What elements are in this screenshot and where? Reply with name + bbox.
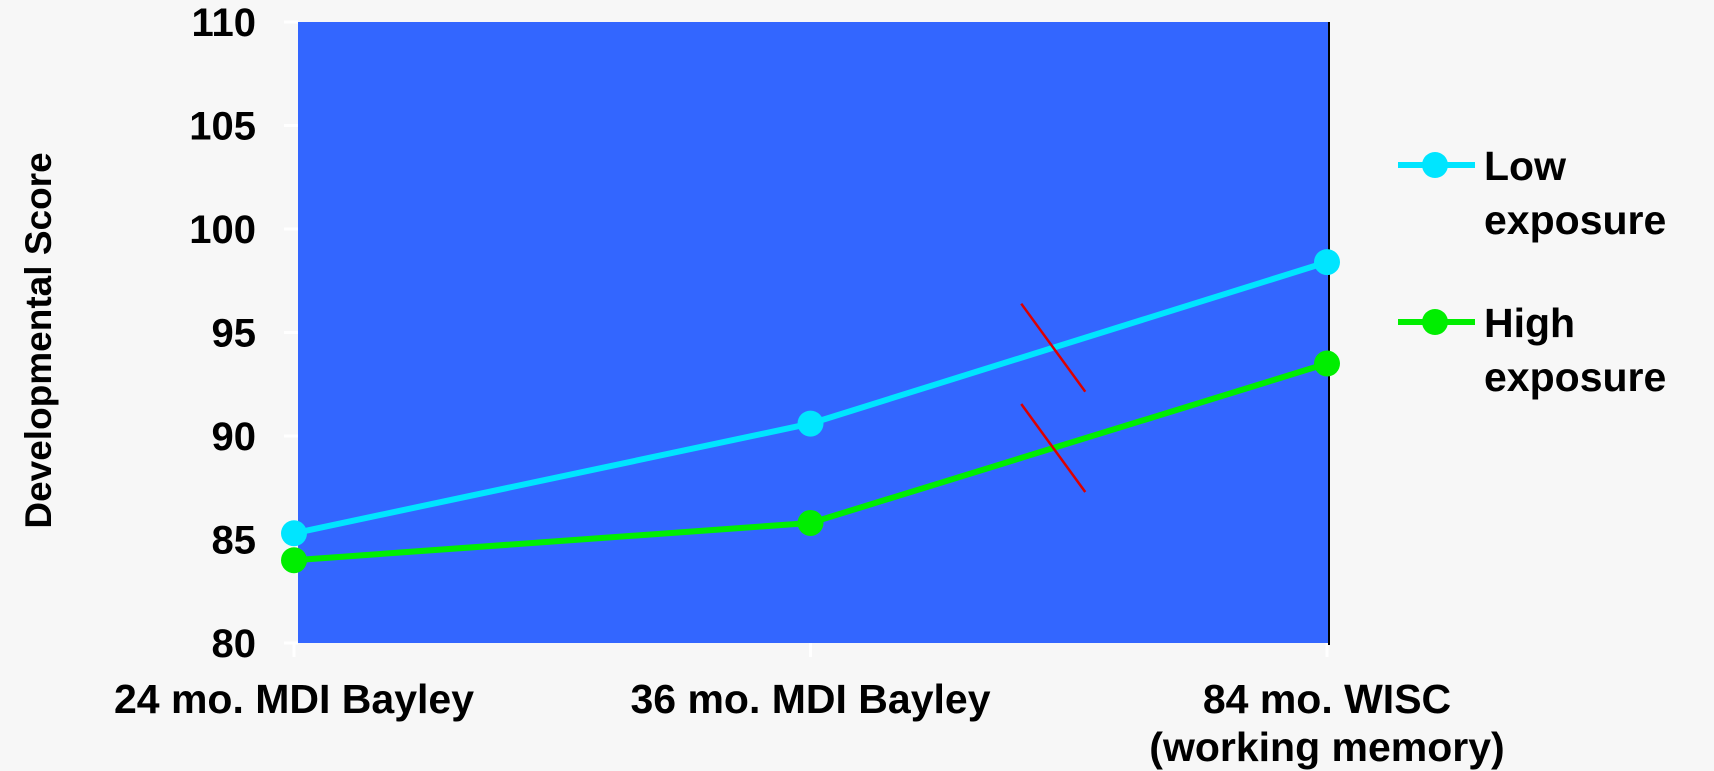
data-point bbox=[1314, 350, 1340, 377]
y-tick-label: 100 bbox=[189, 208, 256, 252]
legend-label: Low exposure bbox=[1484, 143, 1666, 243]
x-tick-label: 36 mo. MDI Bayley bbox=[630, 676, 990, 722]
legend-label: High exposure bbox=[1484, 300, 1666, 400]
y-axis: 80 85 90 95 100 105 110 bbox=[189, 1, 298, 666]
data-point bbox=[281, 547, 307, 574]
series-layer bbox=[281, 249, 1340, 574]
x-tick-label: 24 mo. MDI Bayley bbox=[114, 676, 474, 722]
x-tick-label: 84 mo. WISC (working memory) bbox=[1149, 676, 1504, 770]
y-tick-label: 95 bbox=[212, 312, 257, 356]
break-annotations bbox=[1020, 302, 1087, 493]
data-point bbox=[281, 520, 307, 547]
y-axis-title: Developmental Score bbox=[18, 152, 59, 528]
plot-area bbox=[298, 22, 1329, 643]
data-point bbox=[797, 410, 824, 437]
y-tick-label: 80 bbox=[212, 622, 257, 666]
break-mark bbox=[1020, 302, 1087, 393]
y-tick-label: 85 bbox=[212, 519, 257, 563]
x-axis: 24 mo. MDI Bayley 36 mo. MDI Bayley 84 mo.… bbox=[114, 643, 1505, 770]
y-tick-label: 90 bbox=[212, 415, 257, 459]
data-point bbox=[797, 509, 824, 536]
y-tick-label: 110 bbox=[191, 1, 256, 45]
break-mark bbox=[1020, 403, 1087, 493]
y-tick-label: 105 bbox=[189, 105, 256, 149]
legend-marker bbox=[1422, 309, 1448, 335]
data-point bbox=[1314, 249, 1340, 276]
legend: Low exposure High exposure bbox=[1398, 143, 1666, 400]
legend-marker bbox=[1422, 152, 1448, 178]
